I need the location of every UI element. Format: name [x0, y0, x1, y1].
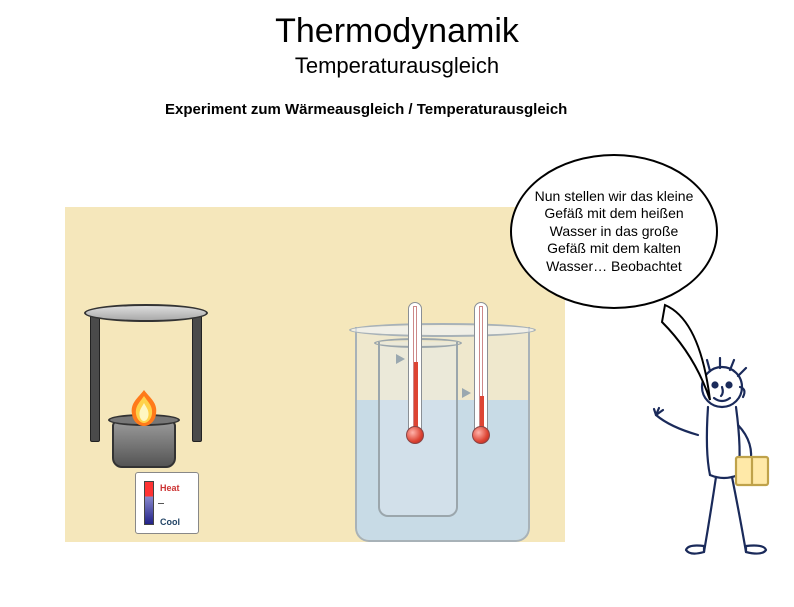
page-subtitle: Temperaturausgleich	[0, 53, 794, 79]
thermometer-hot	[406, 302, 424, 452]
page-title: Thermodynamik	[0, 12, 794, 51]
heat-cool-gauge: Heat Cool	[135, 472, 199, 534]
thermometer-cold	[472, 302, 490, 452]
gauge-cold-label: Cool	[160, 517, 180, 527]
flame-icon	[126, 388, 162, 428]
gauge-hot-label: Heat	[160, 483, 180, 493]
speech-bubble-text: Nun stellen wir das kleine Gefäß mit dem…	[530, 188, 698, 276]
experiment-caption: Experiment zum Wärmeausgleich / Temperat…	[165, 101, 794, 118]
speech-bubble: Nun stellen wir das kleine Gefäß mit dem…	[510, 154, 720, 364]
speech-bubble-tail	[660, 300, 730, 410]
heating-pot	[108, 410, 182, 470]
